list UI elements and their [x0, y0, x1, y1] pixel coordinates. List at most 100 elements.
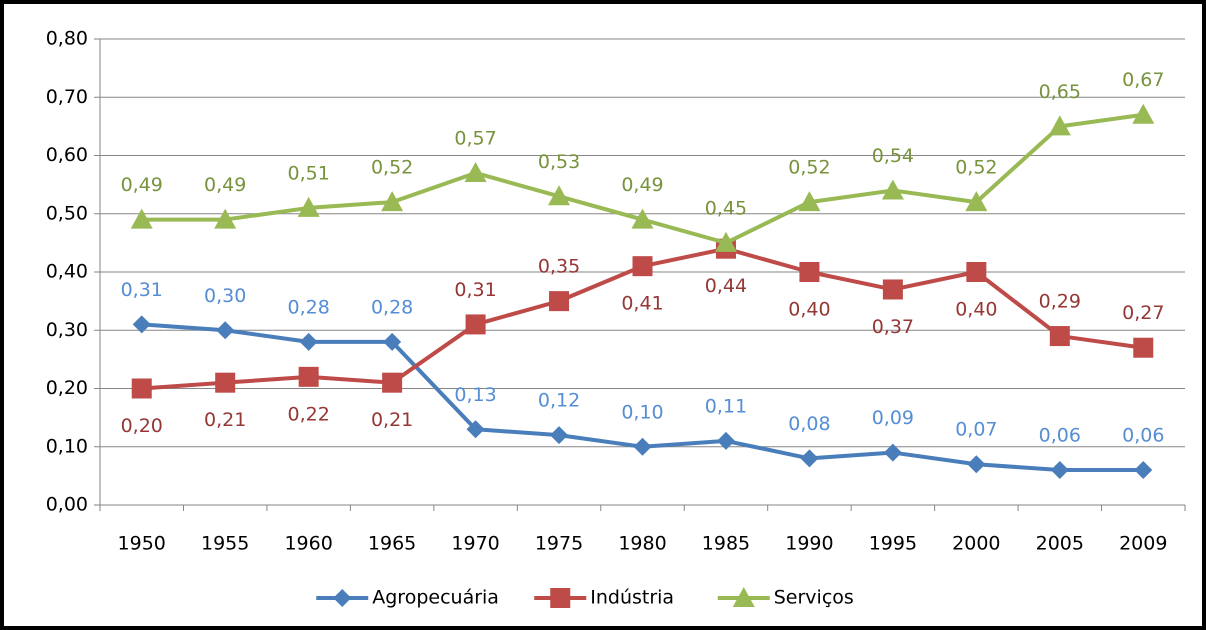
- marker: [966, 262, 987, 282]
- marker: [130, 208, 153, 229]
- marker: [881, 179, 904, 200]
- marker: [632, 256, 653, 277]
- marker: [1133, 337, 1154, 358]
- x-tick-label: 1960: [284, 533, 332, 555]
- data-label: 0,20: [121, 415, 163, 437]
- data-label: 0,65: [1039, 81, 1081, 103]
- data-label: 0,41: [621, 293, 663, 315]
- marker: [967, 455, 986, 474]
- marker: [633, 437, 652, 456]
- data-label: 0,27: [1122, 302, 1164, 324]
- marker: [799, 262, 820, 282]
- x-tick-label: 1955: [201, 533, 249, 555]
- data-label: 0,44: [705, 275, 747, 297]
- x-tick-label: 1980: [618, 533, 666, 555]
- marker: [466, 420, 485, 439]
- data-label: 0,54: [872, 145, 914, 167]
- x-tick-label: 1950: [118, 533, 166, 555]
- marker: [215, 372, 236, 393]
- data-label: 0,22: [287, 403, 329, 425]
- marker: [1050, 461, 1069, 480]
- marker: [1132, 103, 1155, 124]
- data-label: 0,49: [621, 174, 663, 196]
- marker: [714, 231, 737, 252]
- data-label: 0,57: [454, 127, 496, 149]
- marker: [132, 315, 151, 334]
- marker: [1134, 461, 1153, 480]
- y-tick-label: 0,00: [46, 494, 88, 516]
- marker: [383, 332, 402, 351]
- x-tick-label: 1965: [368, 533, 416, 555]
- data-label: 0,67: [1122, 69, 1164, 91]
- x-tick-label: 1975: [535, 533, 583, 555]
- data-label: 0,29: [1039, 291, 1081, 313]
- y-tick-label: 0,10: [46, 435, 88, 457]
- data-label: 0,52: [955, 157, 997, 179]
- data-label: 0,06: [1122, 425, 1164, 447]
- data-label: 0,08: [788, 413, 830, 435]
- data-label: 0,21: [371, 409, 413, 431]
- data-label: 0,30: [204, 285, 246, 307]
- data-label: 0,40: [788, 299, 830, 321]
- data-label: 0,28: [371, 296, 413, 318]
- data-label: 0,10: [621, 401, 663, 423]
- data-label: 0,31: [121, 279, 163, 301]
- marker: [883, 443, 902, 462]
- x-tick-label: 1995: [869, 533, 917, 555]
- legend-marker: [333, 589, 352, 607]
- data-label: 0,49: [121, 174, 163, 196]
- data-label: 0,31: [454, 279, 496, 301]
- data-label: 0,21: [204, 409, 246, 431]
- y-tick-label: 0,30: [46, 319, 88, 341]
- legend-label: Serviços: [774, 587, 854, 609]
- marker: [131, 378, 152, 399]
- marker: [214, 208, 237, 229]
- marker: [299, 332, 318, 351]
- data-label: 0,11: [705, 395, 747, 417]
- marker: [716, 431, 735, 450]
- data-label: 0,52: [371, 157, 413, 179]
- x-tick-label: 1970: [451, 533, 499, 555]
- marker: [800, 449, 819, 468]
- legend-label: Agropecuária: [372, 587, 499, 609]
- legend-marker: [550, 588, 571, 608]
- marker: [550, 426, 569, 445]
- y-tick-label: 0,50: [46, 202, 88, 224]
- marker: [1049, 326, 1070, 347]
- marker: [549, 291, 570, 312]
- x-tick-label: 2009: [1119, 533, 1167, 555]
- data-label: 0,06: [1039, 425, 1081, 447]
- data-label: 0,49: [204, 174, 246, 196]
- x-tick-label: 1990: [785, 533, 833, 555]
- y-tick-label: 0,20: [46, 377, 88, 399]
- marker: [882, 279, 903, 300]
- marker: [297, 196, 320, 217]
- y-tick-label: 0,40: [46, 261, 88, 283]
- data-label: 0,07: [955, 419, 997, 441]
- legend-marker: [732, 587, 755, 607]
- y-tick-label: 0,80: [46, 28, 88, 50]
- x-tick-label: 2005: [1036, 533, 1084, 555]
- marker: [464, 161, 487, 182]
- y-tick-label: 0,60: [46, 144, 88, 166]
- data-label: 0,40: [955, 299, 997, 321]
- marker: [381, 191, 404, 212]
- marker: [382, 372, 403, 393]
- data-label: 0,13: [454, 384, 496, 406]
- marker: [965, 191, 988, 212]
- marker: [216, 321, 235, 340]
- x-tick-label: 1985: [702, 533, 750, 555]
- x-tick-label: 2000: [952, 533, 1000, 555]
- data-label: 0,45: [705, 197, 747, 219]
- data-label: 0,52: [788, 157, 830, 179]
- marker: [1048, 115, 1071, 136]
- marker: [798, 191, 821, 212]
- legend-label: Indústria: [590, 587, 674, 609]
- marker: [548, 185, 571, 206]
- marker: [465, 314, 486, 335]
- data-label: 0,09: [872, 407, 914, 429]
- data-label: 0,37: [872, 316, 914, 338]
- y-tick-label: 0,70: [46, 86, 88, 108]
